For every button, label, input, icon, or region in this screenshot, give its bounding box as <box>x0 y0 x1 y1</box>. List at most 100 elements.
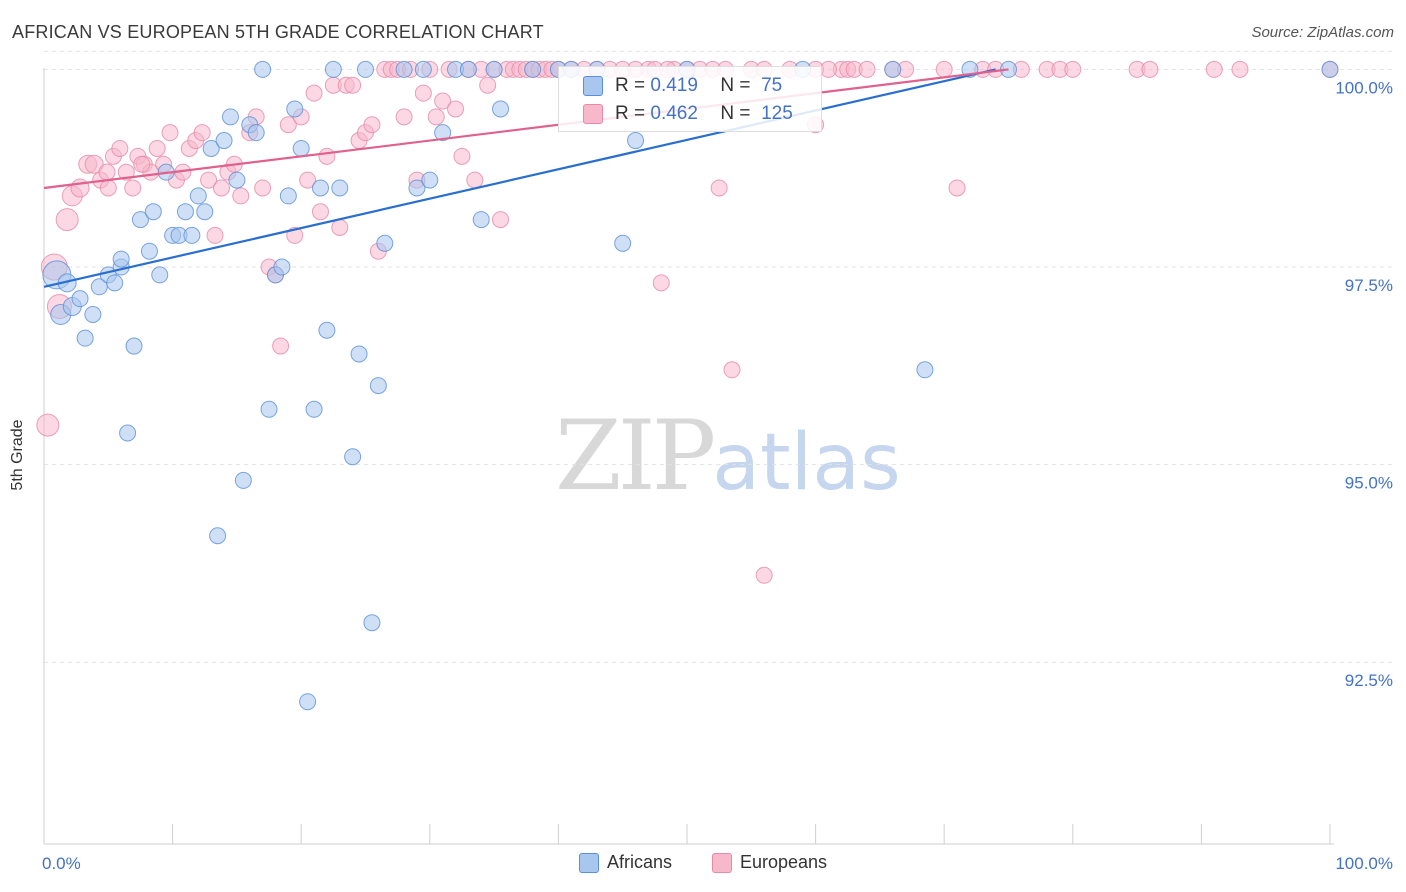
european-point <box>84 154 104 174</box>
stats-n-value: 75 <box>761 75 783 96</box>
european-point <box>148 139 166 157</box>
african-point <box>234 471 252 489</box>
european-point <box>206 226 224 244</box>
african-point <box>106 274 124 292</box>
african-point <box>279 187 297 205</box>
african-point <box>1321 60 1339 78</box>
africans-legend-icon <box>578 852 599 873</box>
african-point <box>421 171 439 189</box>
european-point <box>819 60 837 78</box>
african-point <box>369 377 387 395</box>
european-point <box>344 76 362 94</box>
stats-r-value: 0.462 <box>650 103 698 124</box>
african-point <box>202 139 220 157</box>
african-point <box>71 290 89 308</box>
european-point <box>1064 60 1082 78</box>
african-point <box>311 179 329 197</box>
europeans-swatch-icon <box>583 104 603 124</box>
african-point <box>196 203 214 221</box>
european-point <box>305 84 323 102</box>
european-point <box>200 171 218 189</box>
european-point <box>363 116 381 134</box>
african-point <box>459 60 477 78</box>
african-point <box>357 60 374 78</box>
african-point <box>299 693 317 711</box>
african-point <box>260 400 278 418</box>
legend-item-europeans[interactable]: Europeans <box>711 852 828 873</box>
african-point <box>363 614 381 632</box>
african-point <box>395 60 413 78</box>
african-point <box>228 171 246 189</box>
european-point <box>318 147 336 165</box>
african-point <box>884 60 902 78</box>
african-point <box>209 527 227 545</box>
european-point <box>755 566 773 584</box>
european-trend-line <box>43 68 1009 190</box>
african-point <box>292 139 310 157</box>
stats-n-label: N = <box>720 103 751 124</box>
european-point <box>723 361 741 379</box>
european-point <box>272 337 290 355</box>
african-point <box>492 100 510 118</box>
stats-n-value: 125 <box>761 103 793 124</box>
y-tick-label: 92.5% <box>1345 671 1393 690</box>
african-point <box>151 266 169 284</box>
watermark-atlas: atlas <box>712 418 901 508</box>
european-point <box>279 116 297 134</box>
african-point <box>144 203 162 221</box>
stats-r-value: 0.419 <box>650 75 698 96</box>
stats-n-label: N = <box>720 75 751 96</box>
european-point <box>311 203 329 221</box>
african-point <box>408 179 426 197</box>
european-point <box>948 179 966 197</box>
european-point <box>212 179 230 197</box>
african-point <box>614 234 632 252</box>
european-point <box>331 219 349 236</box>
african-point <box>485 60 503 78</box>
chart-source: Source: ZipAtlas.com <box>1251 24 1394 41</box>
african-point <box>331 179 349 197</box>
european-point <box>254 179 272 197</box>
african-point <box>376 234 394 252</box>
legend-item-africans[interactable]: Africans <box>578 852 672 873</box>
stats-row-europeans: R = 0.462 N = 125 <box>583 101 793 127</box>
african-point <box>273 258 291 276</box>
african-point <box>305 400 323 418</box>
y-tick-label: 100.0% <box>1335 78 1393 97</box>
european-point <box>193 124 211 142</box>
european-point <box>453 147 471 165</box>
african-point <box>344 448 362 466</box>
european-point <box>466 171 484 189</box>
european-point <box>1231 60 1249 78</box>
african-point <box>434 124 452 142</box>
legend-label-europeans: Europeans <box>739 852 828 872</box>
european-point <box>858 60 876 78</box>
watermark-zip: ZIP <box>555 400 716 512</box>
african-point <box>125 337 143 355</box>
european-point <box>710 179 728 197</box>
y-tick-label: 95.0% <box>1345 474 1393 493</box>
european-point <box>652 274 670 292</box>
european-point <box>133 155 151 173</box>
african-point <box>916 361 934 379</box>
african-point <box>414 60 432 78</box>
european-point <box>299 171 317 189</box>
african-point <box>324 60 342 78</box>
european-point <box>492 211 510 229</box>
european-point <box>1141 60 1159 78</box>
y-tick-label: 97.5% <box>1345 276 1393 295</box>
stats-r-label: R = <box>615 103 646 124</box>
african-point <box>627 132 645 150</box>
african-point <box>76 329 94 347</box>
european-point <box>55 208 79 232</box>
european-point <box>232 187 250 205</box>
african-point <box>524 60 542 78</box>
european-point <box>117 163 135 181</box>
european-point <box>935 60 953 78</box>
european-point <box>124 179 142 197</box>
african-point <box>350 345 368 363</box>
african-point <box>183 226 201 244</box>
european-point <box>479 76 497 94</box>
european-point <box>414 84 432 102</box>
